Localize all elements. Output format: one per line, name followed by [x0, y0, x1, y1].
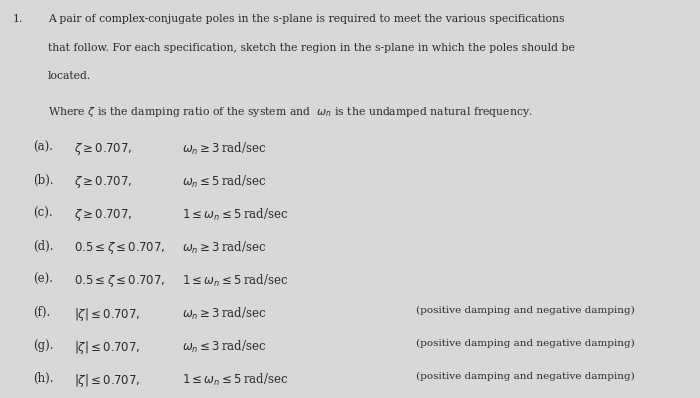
Text: $\omega_n\geq3\,$rad/sec: $\omega_n\geq3\,$rad/sec: [182, 306, 267, 322]
Text: (positive damping and negative damping): (positive damping and negative damping): [416, 339, 636, 348]
Text: Where $\zeta$ is the damping ratio of the system and  $\omega_n$ is the undamped: Where $\zeta$ is the damping ratio of th…: [48, 105, 533, 119]
Text: $|\zeta|\leq0.707,$: $|\zeta|\leq0.707,$: [74, 339, 139, 356]
Text: $\zeta\geq0.707,$: $\zeta\geq0.707,$: [74, 141, 132, 157]
Text: (h).: (h).: [34, 372, 54, 385]
Text: (f).: (f).: [34, 306, 51, 319]
Text: that follow. For each specification, sketch the region in the s-plane in which t: that follow. For each specification, ske…: [48, 43, 575, 53]
Text: (e).: (e).: [34, 273, 54, 286]
Text: $\zeta\geq0.707,$: $\zeta\geq0.707,$: [74, 207, 132, 223]
Text: $|\zeta|\leq0.707,$: $|\zeta|\leq0.707,$: [74, 372, 139, 389]
Text: $\omega_n\leq3\,$rad/sec: $\omega_n\leq3\,$rad/sec: [182, 339, 267, 355]
Text: A pair of complex-conjugate poles in the s-plane is required to meet the various: A pair of complex-conjugate poles in the…: [48, 14, 564, 24]
Text: (g).: (g).: [34, 339, 54, 352]
Text: $\omega_n\geq3\,$rad/sec: $\omega_n\geq3\,$rad/sec: [182, 240, 267, 256]
Text: $\zeta\geq0.707,$: $\zeta\geq0.707,$: [74, 174, 132, 190]
Text: (c).: (c).: [34, 207, 53, 220]
Text: $\omega_n\geq3\,$rad/sec: $\omega_n\geq3\,$rad/sec: [182, 141, 267, 157]
Text: $0.5\leq\zeta\leq0.707,$: $0.5\leq\zeta\leq0.707,$: [74, 273, 164, 289]
Text: 1.: 1.: [13, 14, 23, 24]
Text: $\omega_n\leq5\,$rad/sec: $\omega_n\leq5\,$rad/sec: [182, 174, 267, 190]
Text: $0.5\leq\zeta\leq0.707,$: $0.5\leq\zeta\leq0.707,$: [74, 240, 164, 256]
Text: $1\leq\omega_n\leq5\,$rad/sec: $1\leq\omega_n\leq5\,$rad/sec: [182, 207, 288, 223]
Text: (positive damping and negative damping): (positive damping and negative damping): [416, 372, 636, 381]
Text: (d).: (d).: [34, 240, 54, 253]
Text: located.: located.: [48, 71, 91, 81]
Text: $1\leq\omega_n\leq5\,$rad/sec: $1\leq\omega_n\leq5\,$rad/sec: [182, 372, 288, 388]
Text: (positive damping and negative damping): (positive damping and negative damping): [416, 306, 636, 315]
Text: (b).: (b).: [34, 174, 54, 187]
Text: $|\zeta|\leq0.707,$: $|\zeta|\leq0.707,$: [74, 306, 139, 323]
Text: (a).: (a).: [34, 141, 54, 154]
Text: $1\leq\omega_n\leq5\,$rad/sec: $1\leq\omega_n\leq5\,$rad/sec: [182, 273, 288, 289]
